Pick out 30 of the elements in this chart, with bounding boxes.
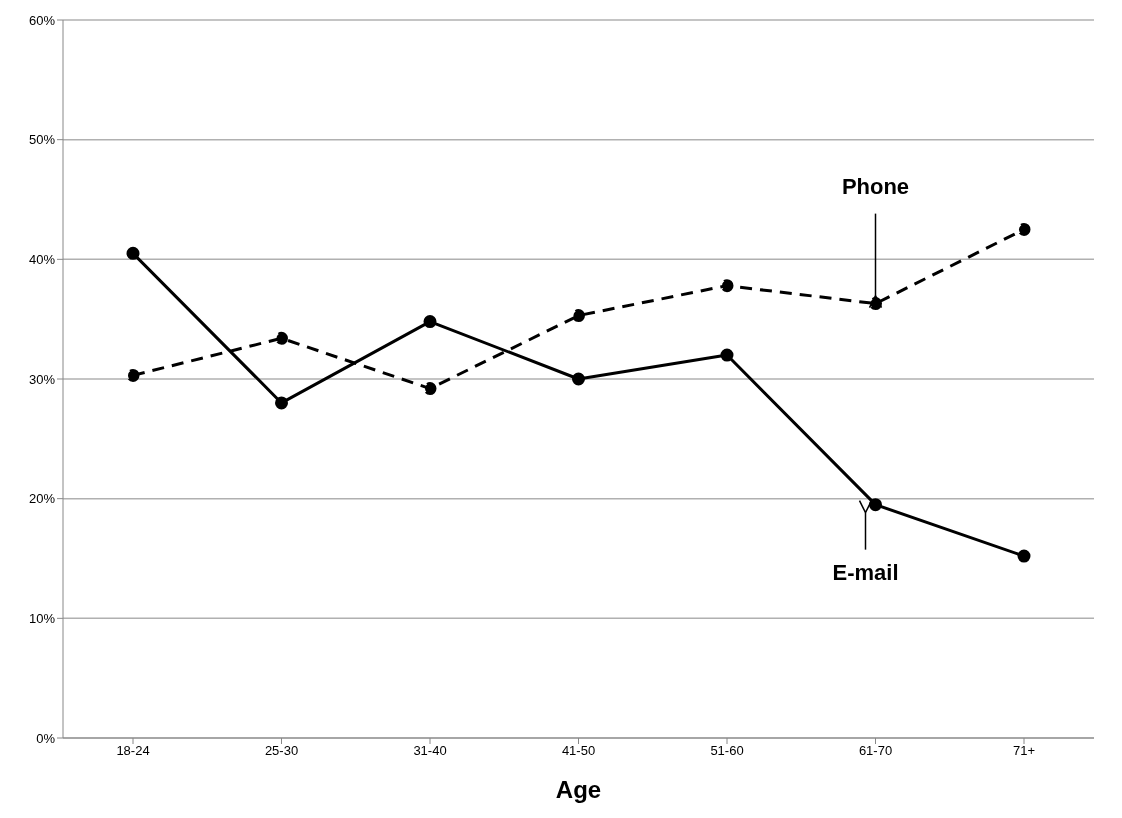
point bbox=[720, 348, 734, 362]
x-tick-label: 41-50 bbox=[561, 743, 596, 759]
point bbox=[423, 382, 437, 396]
x-tick-label: 25-30 bbox=[264, 743, 299, 759]
point bbox=[720, 279, 734, 293]
x-tick-label: 61-70 bbox=[858, 743, 893, 759]
y-tick-label: 30% bbox=[28, 371, 56, 387]
point bbox=[423, 315, 437, 329]
x-tick-label: 31-40 bbox=[413, 743, 447, 759]
point bbox=[1017, 222, 1031, 236]
x-axis-title: Age bbox=[555, 776, 602, 803]
y-tick-label: 0% bbox=[36, 730, 56, 746]
point bbox=[126, 246, 140, 260]
point bbox=[275, 331, 288, 345]
point bbox=[126, 368, 140, 382]
point bbox=[869, 498, 882, 512]
y-tick-label: 10% bbox=[28, 610, 56, 626]
y-tick-label: 60% bbox=[28, 12, 56, 28]
point bbox=[572, 309, 585, 323]
annotation: Phone bbox=[841, 173, 910, 199]
x-tick-label: 51-60 bbox=[710, 743, 744, 759]
x-tick-label: 71+ bbox=[1012, 743, 1036, 759]
y-tick-label: 40% bbox=[28, 251, 56, 267]
y-tick-label: 20% bbox=[28, 491, 56, 507]
point bbox=[572, 372, 585, 386]
x-tick-label: 18-24 bbox=[116, 743, 150, 759]
y-tick-label: 50% bbox=[28, 132, 56, 148]
point bbox=[275, 396, 288, 410]
annotation: E-mail bbox=[832, 559, 899, 585]
point bbox=[1017, 549, 1031, 563]
